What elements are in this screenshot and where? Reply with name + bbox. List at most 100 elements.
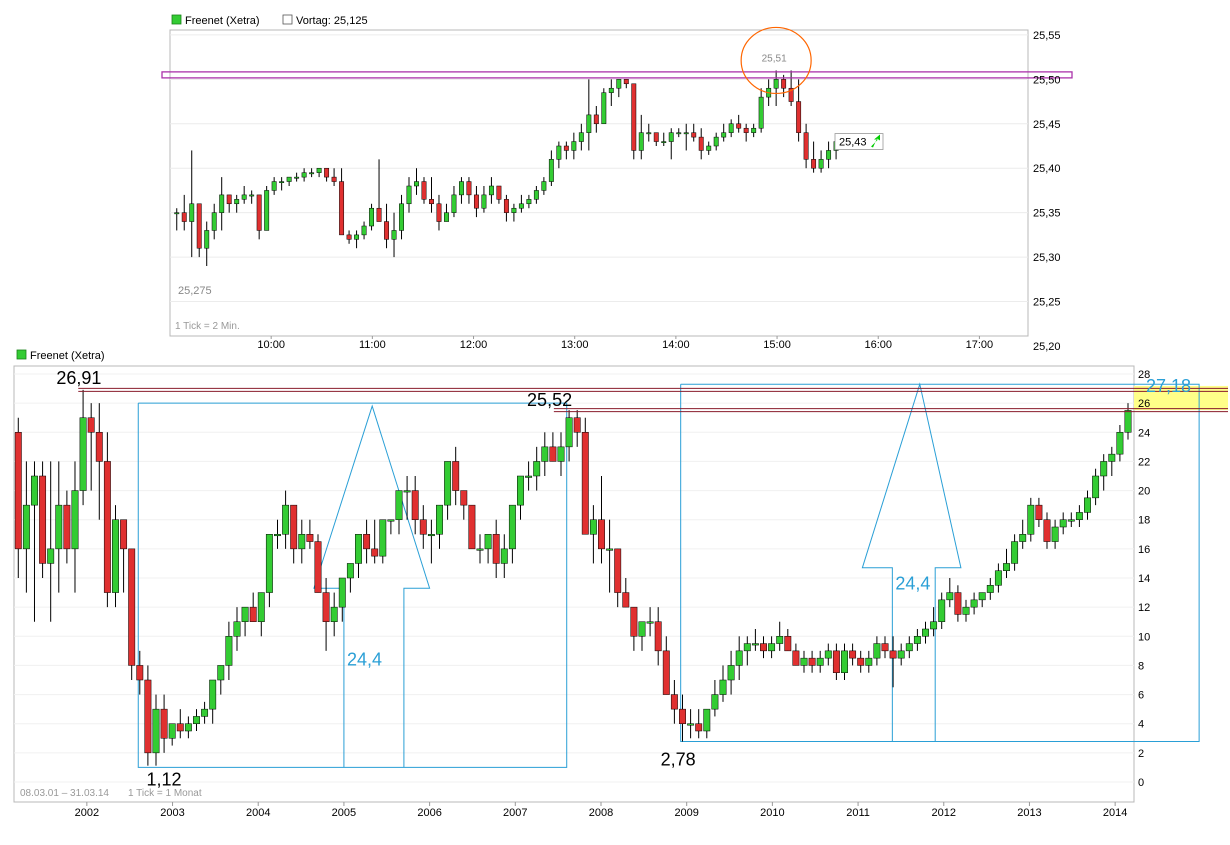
candle-up (606, 548, 614, 551)
intraday-previous-close-label: Vortag: 25,125 (296, 15, 368, 27)
candle-down (849, 650, 857, 659)
candle-up (112, 519, 119, 593)
candle-down (881, 643, 889, 652)
candle-up (713, 136, 719, 147)
candle-up (571, 141, 577, 151)
candle-up (55, 504, 63, 550)
candle-up (826, 150, 832, 160)
candle-up (751, 127, 757, 133)
candle-down (581, 432, 589, 535)
candle-down (226, 194, 232, 205)
legend-empty-square (282, 14, 293, 25)
candle-up (508, 504, 516, 550)
candle-up (219, 194, 225, 213)
candle-down (743, 127, 749, 133)
monthly-legend-label: Freenet (Xetra) (30, 350, 105, 362)
candle-up (189, 203, 195, 222)
candle-up (541, 181, 547, 191)
candle-up (994, 570, 1002, 586)
candle-down (954, 592, 962, 615)
candle-down (623, 79, 629, 85)
candle-up (743, 643, 751, 652)
candle-up (298, 534, 306, 550)
candle-up (1075, 512, 1083, 520)
candle-up (719, 679, 727, 695)
monthly-plot-frame (13, 365, 1135, 803)
candle-up (1108, 453, 1116, 462)
candle-up (204, 230, 210, 249)
candle-down (466, 181, 472, 196)
low-2009-label: 2,78 (661, 749, 696, 769)
y-tick-label: 4 (1138, 719, 1144, 731)
candle-up (369, 207, 374, 227)
x-tick-label: 14:00 (662, 339, 690, 351)
candle-down (832, 650, 840, 673)
candle-down (695, 723, 703, 732)
projection-line (137, 402, 568, 768)
candle-up (481, 194, 487, 209)
candle-up (476, 548, 484, 551)
candle-up (271, 181, 277, 191)
candle-up (403, 490, 411, 493)
x-tick-label: 2012 (932, 807, 956, 819)
candle-up (233, 621, 241, 637)
monthly-grid (14, 373, 1134, 783)
candle-down (339, 181, 345, 236)
legend-green-square (16, 349, 27, 360)
x-tick-label: 2011 (846, 807, 870, 819)
candle-up (511, 207, 517, 213)
monthly-interval-note: 1 Tick = 1 Monat (128, 788, 202, 799)
up-arrow-icon (871, 134, 880, 148)
candle-down (653, 132, 659, 142)
x-tick-label: 2002 (75, 807, 99, 819)
candle-up (638, 621, 646, 637)
candle-up (451, 194, 457, 213)
candle-up (265, 534, 273, 593)
candle-up (913, 636, 921, 644)
y-tick-label: 25,35 (1033, 208, 1061, 220)
candle-up (978, 592, 986, 601)
candle-down (1043, 519, 1051, 542)
candle-down (87, 417, 95, 433)
candle-up (905, 643, 913, 652)
candle-down (95, 432, 103, 462)
y-tick-label: 28 (1138, 369, 1150, 381)
y-tick-label: 6 (1138, 690, 1144, 702)
projection-drawings (137, 382, 1200, 768)
y-tick-label: 25,55 (1033, 30, 1061, 42)
candle-down (421, 181, 427, 200)
candle-up (616, 79, 622, 89)
y-tick-label: 18 (1138, 515, 1150, 527)
candle-up (241, 606, 249, 622)
candle-up (668, 132, 674, 142)
candle-up (488, 185, 494, 196)
y-tick-label: 10 (1138, 631, 1150, 643)
candle-up (687, 723, 695, 726)
candle-up (962, 606, 970, 615)
candle-up (758, 96, 764, 129)
candle-up (174, 212, 180, 215)
candle-down (429, 199, 434, 205)
x-tick-label: 2005 (332, 807, 356, 819)
x-tick-label: 2004 (246, 807, 270, 819)
candle-up (79, 417, 87, 491)
candle-down (120, 519, 128, 550)
intraday-candles (174, 70, 839, 266)
candle-down (698, 136, 704, 151)
y-tick-label: 2 (1138, 748, 1144, 760)
candle-up (484, 534, 492, 550)
candle-up (526, 199, 532, 205)
x-tick-label: 17:00 (966, 339, 994, 351)
candle-down (371, 548, 379, 557)
candle-down (436, 203, 442, 222)
y-tick-label: 22 (1138, 456, 1150, 468)
candle-up (970, 599, 978, 608)
candle-down (654, 621, 662, 652)
target-label: 27,18 (1146, 376, 1191, 396)
candle-up (209, 679, 217, 710)
target-zone (1134, 385, 1228, 411)
candle-up (930, 621, 938, 630)
projection-line (861, 382, 962, 742)
candle-up (586, 114, 592, 133)
candle-up (638, 132, 644, 151)
